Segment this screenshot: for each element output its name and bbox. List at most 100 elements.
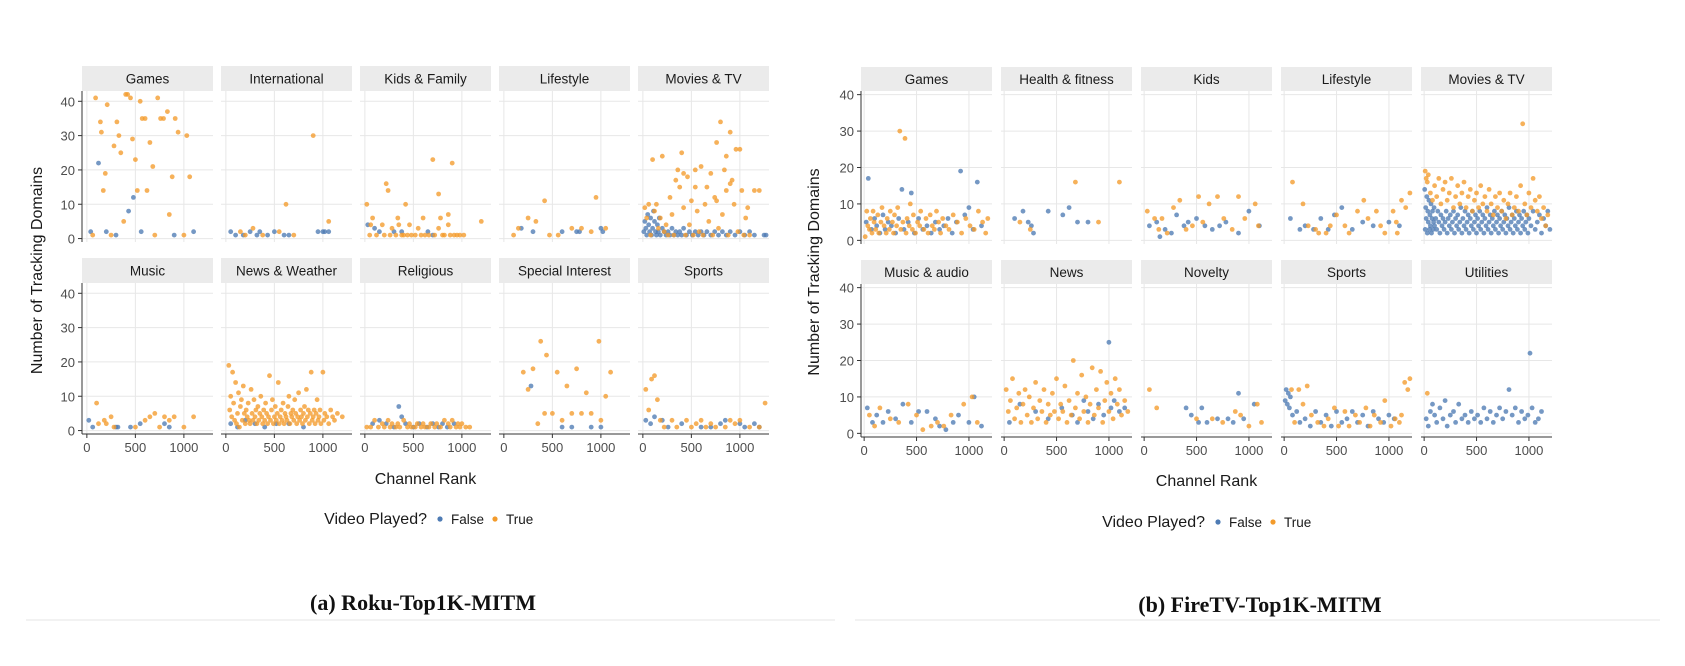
point-true — [1424, 390, 1430, 396]
point-true — [1087, 401, 1093, 407]
point-true — [463, 424, 469, 430]
point-false — [1467, 216, 1473, 221]
point-true — [1254, 401, 1260, 407]
point-true — [690, 232, 696, 238]
point-true — [270, 397, 275, 403]
point-true — [593, 195, 599, 200]
point-true — [714, 140, 719, 145]
point-true — [405, 232, 410, 238]
point-true — [291, 417, 297, 423]
point-false — [1483, 223, 1489, 229]
point-true — [747, 424, 752, 430]
chart-firetv: Games 0 10 20 30 40 Health & fitness Kids Lifest… — [806, 67, 1553, 531]
point-true — [569, 411, 575, 416]
facet-strip — [360, 258, 491, 283]
point-true — [104, 102, 110, 108]
point-true — [1425, 172, 1431, 178]
point-true — [1315, 420, 1321, 425]
point-false — [1490, 223, 1496, 229]
point-true — [914, 412, 919, 418]
point-false — [257, 229, 263, 235]
point-false — [1453, 216, 1458, 221]
point-true — [239, 417, 245, 423]
point-true — [703, 424, 709, 430]
point-true — [243, 407, 249, 413]
legend: Video Played? False True — [1102, 514, 1311, 531]
facet-panel: Music 0 10 20 30 40 0 500 1000 — [61, 258, 213, 455]
point-true — [741, 232, 747, 238]
point-true — [1102, 398, 1108, 403]
y-tick-label: 30 — [61, 129, 75, 144]
point-true — [403, 201, 408, 207]
point-false — [1537, 212, 1542, 218]
point-false — [1522, 227, 1528, 232]
point-true — [963, 216, 969, 221]
point-true — [1541, 205, 1546, 211]
point-true — [335, 411, 340, 416]
point-false — [966, 420, 972, 425]
point-true — [1246, 423, 1252, 429]
point-true — [267, 373, 272, 379]
x-tick-label: 500 — [403, 440, 425, 455]
point-false — [1529, 405, 1535, 411]
point-true — [913, 230, 918, 236]
point-false — [1511, 216, 1517, 221]
point-true — [1316, 230, 1322, 236]
point-true — [310, 133, 316, 139]
point-true — [364, 424, 370, 430]
point-false — [1522, 416, 1528, 422]
y-tick-label: 10 — [840, 197, 854, 212]
facet-strip — [1421, 67, 1552, 91]
point-true — [407, 222, 412, 228]
point-true — [696, 229, 702, 235]
point-false — [943, 427, 949, 433]
point-false — [1526, 216, 1532, 221]
point-true — [253, 407, 259, 413]
point-true — [1388, 423, 1394, 429]
point-true — [364, 201, 370, 207]
point-true — [1117, 179, 1122, 185]
point-false — [1432, 412, 1437, 418]
point-true — [544, 352, 549, 358]
point-true — [316, 414, 322, 420]
point-false — [1495, 212, 1500, 218]
point-false — [916, 409, 921, 414]
facet-title: Kids & Family — [384, 72, 467, 87]
point-true — [745, 205, 751, 211]
point-true — [289, 414, 295, 420]
point-true — [459, 421, 465, 427]
point-false — [162, 421, 167, 427]
facet-panel: Novelty 0 500 1000 — [1141, 260, 1272, 458]
point-true — [927, 212, 933, 218]
point-true — [150, 164, 156, 169]
point-true — [397, 424, 403, 430]
point-false — [1464, 219, 1470, 225]
point-true — [297, 417, 302, 423]
point-true — [708, 171, 714, 176]
point-false — [1147, 223, 1152, 229]
point-true — [1545, 212, 1551, 218]
point-true — [756, 188, 762, 193]
point-true — [1367, 423, 1373, 429]
facet-panel: International — [221, 66, 352, 242]
point-true — [1353, 412, 1358, 418]
point-true — [242, 232, 248, 238]
point-true — [368, 424, 374, 430]
point-true — [144, 188, 150, 193]
point-false — [1334, 409, 1339, 414]
facet-panel: Lifestyle — [499, 66, 630, 242]
point-true — [426, 232, 432, 238]
point-true — [381, 232, 387, 238]
point-true — [370, 215, 375, 221]
facet-strip — [638, 258, 769, 283]
point-false — [1246, 208, 1252, 214]
legend-true-label: True — [1284, 515, 1311, 530]
point-true — [226, 363, 232, 368]
point-true — [1336, 423, 1341, 429]
point-true — [1378, 223, 1383, 229]
point-false — [1451, 208, 1456, 214]
point-false — [681, 225, 686, 231]
point-false — [1481, 230, 1487, 236]
x-tick-label: 500 — [1046, 443, 1068, 458]
point-true — [298, 407, 303, 413]
